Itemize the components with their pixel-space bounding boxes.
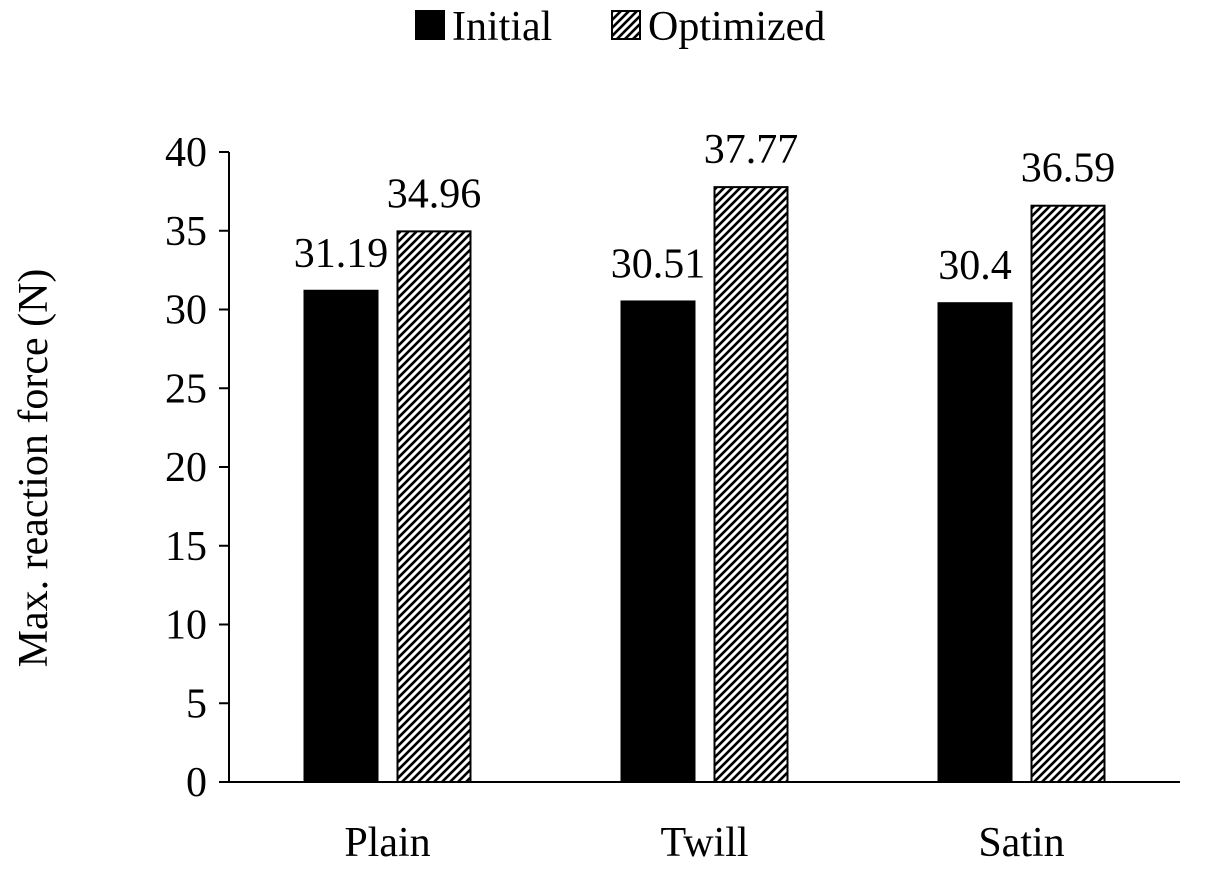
data-label-initial-twill: 30.51 (611, 241, 706, 287)
y-tick-label: 25 (165, 366, 207, 412)
data-label-optimized-twill: 37.77 (704, 127, 799, 173)
y-tick-label: 10 (165, 603, 207, 649)
bars (303, 186, 1106, 783)
legend-label-optimized: Optimized (648, 4, 825, 50)
legend-swatch-initial (415, 10, 445, 40)
data-label-optimized-plain: 34.96 (387, 171, 482, 217)
y-tick-label: 35 (165, 209, 207, 255)
bar-optimized-plain (396, 230, 472, 783)
x-tick-label-satin: Satin (978, 820, 1064, 866)
data-label-optimized-satin: 36.59 (1021, 146, 1116, 192)
data-label-initial-plain: 31.19 (294, 231, 389, 277)
data-label-initial-satin: 30.4 (938, 243, 1012, 289)
y-axis-title: Max. reaction force (N) (11, 269, 57, 668)
y-tick-label: 40 (165, 130, 207, 176)
x-tick-label-plain: Plain (344, 820, 430, 866)
y-axis-ticks: 0 5 10 15 20 25 30 35 40 (165, 130, 229, 806)
y-tick-label: 20 (165, 445, 207, 491)
x-tick-label-twill: Twill (660, 820, 748, 866)
y-tick-label: 0 (186, 760, 207, 806)
legend-label-initial: Initial (452, 4, 552, 50)
bar-initial-plain (303, 289, 379, 783)
y-tick-label: 5 (186, 681, 207, 727)
bar-initial-twill (620, 300, 696, 783)
y-tick-label: 15 (165, 524, 207, 570)
data-labels: 31.19 34.96 30.51 37.77 30.4 36.59 (294, 127, 1116, 289)
bar-initial-satin (937, 302, 1013, 783)
bar-optimized-satin (1030, 204, 1106, 783)
legend-swatch-optimized (611, 10, 641, 40)
legend: Initial Optimized (415, 4, 825, 50)
x-axis-ticks: Plain Twill Satin (344, 820, 1064, 866)
y-tick-label: 30 (165, 288, 207, 334)
bar-optimized-twill (713, 186, 789, 783)
